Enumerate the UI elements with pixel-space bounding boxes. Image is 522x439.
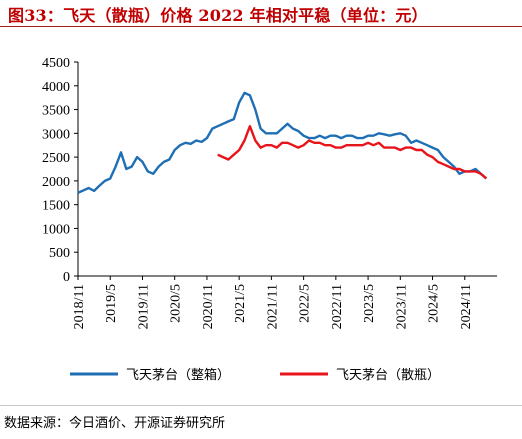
x-tick-label: 2021/11: [265, 284, 280, 329]
footer-divider: [0, 405, 522, 406]
x-tick-label: 2020/11: [201, 284, 216, 329]
x-tick-label: 2022/11: [330, 284, 345, 329]
y-tick-label: 2000: [42, 175, 70, 190]
x-tick-label: 2020/5: [169, 284, 184, 323]
source-note: 数据来源：今日酒价、开源证券研究所: [4, 416, 226, 431]
legend-label-boxed: 飞天茅台（整箱）: [126, 367, 230, 383]
title-underline: [0, 26, 522, 27]
x-tick-label: 2023/5: [362, 284, 377, 323]
x-tick-label: 2024/11: [459, 284, 474, 329]
x-tick-label: 2023/11: [394, 284, 409, 329]
y-tick-label: 3500: [42, 104, 70, 119]
chart-axes: [77, 62, 497, 277]
x-axis-ticks: 2018/11 2019/5 2019/11 2020/5 2020/11 2021/5 2…: [72, 276, 474, 329]
x-tick-label: 2018/11: [72, 284, 87, 329]
y-tick-label: 1000: [42, 222, 70, 237]
legend-label-loose: 飞天茅台（散瓶）: [336, 368, 440, 383]
y-tick-label: 4000: [42, 80, 70, 95]
x-tick-label: 2022/5: [298, 284, 313, 323]
y-tick-label: 0: [63, 270, 70, 285]
x-tick-label: 2019/11: [136, 284, 151, 329]
y-tick-label: 4500: [42, 56, 70, 71]
series-line-boxed: [77, 91, 488, 194]
series-lines: [77, 91, 488, 194]
y-tick-label: 2500: [42, 151, 70, 166]
series-line-loose: [217, 124, 488, 180]
y-tick-label: 3000: [42, 127, 70, 142]
x-tick-label: 2021/5: [233, 284, 248, 323]
legend: 飞天茅台（整箱） 飞天茅台（散瓶）: [70, 367, 440, 383]
y-tick-label: 500: [49, 246, 70, 261]
x-tick-label: 2019/5: [104, 284, 119, 323]
y-tick-label: 1500: [42, 199, 70, 214]
line-chart: 0 500 1000 1500 2000 2500 3000 3500 4000 4500 201…: [42, 56, 497, 383]
y-axis-ticks: 0 500 1000 1500 2000 2500 3000 3500 4000 4500: [42, 56, 78, 285]
chart-title: 图33：飞天（散瓶）价格 2022 年相对平稳（单位：元）: [8, 6, 428, 25]
x-tick-label: 2024/5: [427, 284, 442, 323]
